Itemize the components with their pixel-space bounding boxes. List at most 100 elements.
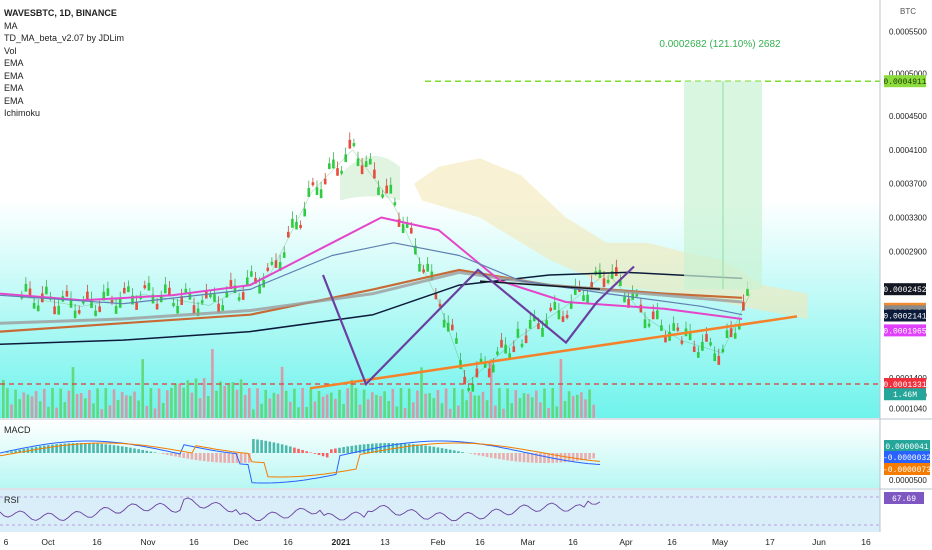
macd-histogram-bar	[506, 453, 509, 461]
indicator-ma[interactable]: MA	[4, 20, 18, 31]
volume-bar	[399, 388, 403, 418]
macd-histogram-bar	[412, 444, 415, 453]
indicator-ema-3[interactable]: EMA	[4, 83, 24, 93]
candle-body	[270, 261, 274, 265]
rsi-title[interactable]: RSI	[4, 495, 20, 505]
volume-bar	[325, 394, 329, 418]
candle-body	[319, 189, 323, 199]
time-axis-label: May	[712, 537, 729, 547]
macd-histogram-bar	[190, 453, 194, 460]
volume-bar	[92, 403, 95, 418]
volume-bar	[129, 395, 132, 418]
symbol-title[interactable]: WAVESBTC, 1D, BINANCE	[4, 8, 117, 18]
volume-bar	[26, 394, 30, 418]
macd-histogram-bar	[268, 441, 272, 453]
candle-body	[496, 351, 499, 355]
volume-bar	[59, 388, 62, 418]
candle-body	[258, 284, 261, 294]
candle-body	[705, 334, 708, 342]
macd-histogram-bar	[366, 443, 370, 453]
candle-body	[246, 277, 249, 287]
candle-body	[184, 288, 188, 295]
candle-body	[619, 280, 622, 286]
macd-histogram-bar	[420, 445, 423, 453]
time-axis-label: 16	[189, 537, 199, 547]
macd-histogram-bar	[178, 453, 181, 458]
volume-bar	[34, 391, 38, 418]
price-tick-label: 0.0004500	[889, 112, 927, 121]
candle-body	[623, 296, 626, 303]
indicator-ema-2[interactable]: EMA	[4, 70, 24, 81]
candle-body	[508, 353, 511, 359]
macd-histogram-bar	[243, 453, 247, 463]
macd-histogram-bar	[59, 443, 62, 453]
candle-body	[98, 306, 101, 313]
candle-body	[520, 343, 524, 347]
volume-bar	[133, 391, 136, 418]
macd-histogram-bar	[453, 450, 456, 453]
volume-bar	[444, 388, 448, 418]
volume-bar	[526, 393, 530, 418]
candle-body	[151, 294, 155, 304]
volume-bar	[584, 399, 587, 418]
target-label: 0.0002682 (121.10%) 2682	[659, 39, 781, 50]
volume-bar	[428, 393, 431, 418]
macd-histogram-bar	[362, 444, 366, 453]
macd-histogram-bar	[170, 453, 173, 456]
volume-bar	[248, 388, 251, 418]
candle-body	[328, 163, 331, 170]
candle-body	[135, 302, 138, 310]
macd-histogram-bar	[141, 449, 144, 453]
candle-body	[717, 356, 721, 365]
macd-badge-label: -0.0000032	[883, 454, 931, 463]
indicator-td-ma[interactable]: TD_MA_beta_v2.07 by JDLim	[4, 33, 125, 43]
indicator-ichimoku[interactable]: Ichimoku	[4, 108, 41, 118]
candle-body	[627, 298, 630, 308]
macd-histogram-bar	[407, 443, 411, 453]
candle-body	[131, 295, 134, 305]
price-tick-label: 0.0004100	[889, 146, 927, 155]
volume-bar	[14, 389, 17, 418]
volume-bar	[116, 399, 120, 418]
volume-bar	[514, 390, 518, 418]
macd-histogram-bar	[112, 445, 116, 453]
candle-body	[241, 292, 245, 300]
volume-bar	[100, 409, 103, 418]
candle-body	[459, 360, 462, 370]
candle-body	[590, 282, 593, 290]
macd-histogram-bar	[498, 453, 501, 460]
macd-badge-label: 0.0000041	[885, 443, 928, 452]
indicator-ema-4[interactable]: EMA	[4, 95, 24, 106]
candle-body	[102, 291, 106, 301]
volume-bar	[207, 396, 210, 418]
macd-histogram-bar	[153, 452, 157, 453]
candle-body	[565, 314, 569, 318]
volume-bar	[30, 396, 34, 418]
macd-histogram-bar	[239, 453, 243, 463]
currency-label: BTC	[900, 7, 916, 16]
candle-body	[738, 323, 741, 330]
candle-body	[512, 346, 516, 353]
volume-bar	[256, 388, 259, 418]
macd-histogram-bar	[584, 453, 587, 460]
volume-bar	[297, 407, 300, 418]
volume-bar	[231, 382, 235, 418]
macd-histogram-bar	[313, 453, 317, 454]
macd-histogram-bar	[391, 443, 395, 453]
macd-badge-label: -0.0000073	[883, 466, 931, 475]
volume-bar	[276, 394, 280, 418]
macd-histogram-bar	[71, 443, 75, 453]
indicator-ema-1[interactable]: EMA	[4, 58, 24, 68]
candle-body	[479, 358, 483, 365]
macd-title[interactable]: MACD	[4, 425, 31, 435]
volume-bar	[211, 349, 214, 418]
price-tick-label: 0.0005500	[889, 27, 927, 36]
indicator-vol[interactable]: Vol	[4, 45, 17, 56]
candle-body	[656, 310, 659, 320]
macd-histogram-bar	[14, 450, 17, 453]
time-axis-label: 16	[861, 537, 871, 547]
candle-body	[389, 184, 393, 194]
volume-bar	[112, 389, 116, 418]
macd-histogram-bar	[215, 453, 218, 463]
